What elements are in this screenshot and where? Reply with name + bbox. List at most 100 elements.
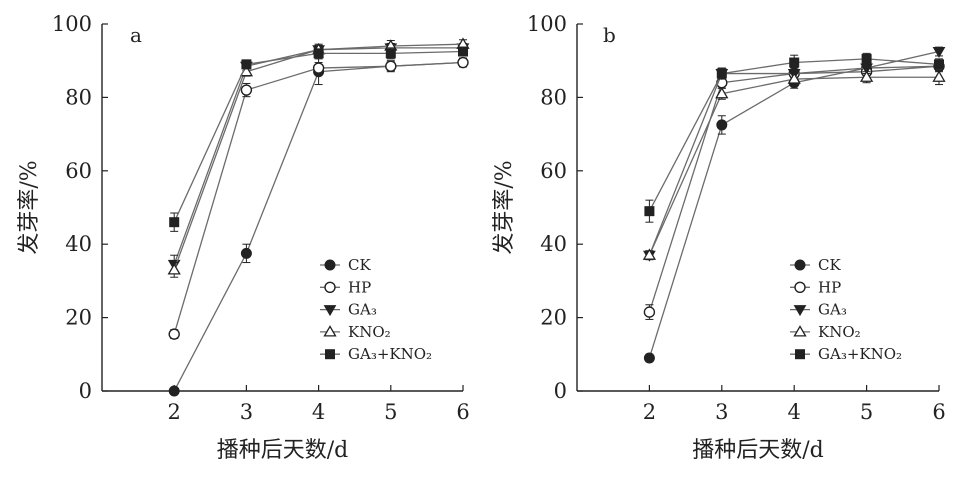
legend-marker-ck: [794, 259, 806, 271]
data-point-ck: [716, 119, 728, 131]
legend-entry-kno2: KNO₂: [790, 323, 861, 341]
legend-label: KNO₂: [348, 323, 391, 341]
panel-label: a: [130, 23, 142, 47]
y-axis-title: 发芽率/%: [492, 160, 517, 254]
data-point-kno2: [787, 72, 801, 84]
series-line-kno2: [648, 76, 939, 256]
x-tick-label: 6: [932, 400, 945, 424]
y-tick-label: 100: [52, 12, 92, 36]
x-axis-title: 播种后天数/d: [217, 438, 349, 463]
x-tick-label: 4: [312, 400, 325, 424]
legend-entry-kno2: KNO₂: [320, 323, 391, 341]
series-kno2: [642, 69, 946, 261]
data-point-ga3kno2: [458, 46, 468, 57]
legend-marker-ga3kno2: [795, 349, 805, 360]
legend-entry-hp: HP: [790, 278, 841, 296]
y-tick-label: 20: [540, 306, 567, 330]
data-point-ga3kno2: [169, 217, 180, 228]
data-point-kno2: [167, 263, 181, 275]
legend-marker-ga3: [323, 305, 337, 317]
series-ck: [643, 60, 945, 364]
x-tick-label: 5: [860, 400, 873, 424]
legend-label: GA₃+KNO₂: [818, 345, 902, 363]
legend-entry-ga3: GA₃: [320, 301, 377, 319]
series-ga3kno2: [169, 46, 468, 232]
data-point-hp: [457, 56, 469, 69]
legend-label: GA₃+KNO₂: [348, 345, 432, 363]
series-line-hp: [173, 61, 464, 335]
legend-label: HP: [348, 278, 371, 296]
data-point-ga3kno2: [385, 48, 396, 59]
y-tick-label: 100: [527, 12, 567, 36]
chart-panel-a: 0 20 40 60 80 100 2 3 4 5 6 a 播种后天数/d 发芽率/% CK HP GA₃ KNO…: [17, 12, 470, 463]
legend-marker-kno2: [323, 325, 337, 337]
data-point-hp: [643, 306, 656, 318]
data-point-ck: [168, 385, 180, 397]
data-point-kno2: [715, 86, 729, 99]
data-point-hp: [240, 84, 253, 96]
chart-panel-b: 0 20 40 60 80 100 2 3 4 5 6 b 播种后天数/d 发芽率/% CK HP GA₃ KNO…: [492, 12, 946, 463]
data-point-hp: [312, 62, 325, 74]
y-tick-label: 40: [65, 232, 92, 256]
legend-marker-ga3: [793, 305, 807, 317]
x-tick-label: 2: [643, 400, 656, 424]
data-point-kno2: [859, 70, 874, 82]
data-point-kno2: [932, 70, 946, 82]
legend-marker-ga3kno2: [325, 349, 335, 360]
y-tick-label: 80: [65, 85, 92, 109]
x-tick-label: 4: [788, 400, 801, 424]
legend-entry-hp: HP: [320, 278, 371, 296]
legend-entry-ga3: GA₃: [790, 301, 847, 319]
y-tick-label: 40: [540, 232, 567, 256]
data-point-ga3kno2: [313, 48, 324, 59]
series-line-ck: [173, 61, 464, 392]
legend-label: HP: [818, 278, 841, 296]
legend-entry-ck: CK: [790, 256, 841, 274]
data-point-ga3kno2: [861, 53, 872, 64]
data-point-ga3: [932, 47, 946, 59]
series-hp: [168, 56, 469, 340]
series-hp: [643, 60, 945, 320]
y-tick-label: 0: [554, 379, 567, 403]
legend: CK HP GA₃ KNO₂ GA₃+KNO₂: [790, 256, 902, 363]
x-tick-label: 2: [168, 400, 181, 424]
data-point-ga3kno2: [241, 59, 252, 70]
data-point-ga3kno2: [644, 206, 655, 217]
legend-marker-kno2: [793, 325, 807, 337]
y-tick-label: 60: [65, 159, 92, 183]
y-tick-label: 0: [79, 379, 92, 403]
legend: CK HP GA₃ KNO₂ GA₃+KNO₂: [320, 256, 432, 363]
series-ga3kno2: [644, 52, 944, 223]
y-tick-label: 20: [65, 306, 92, 330]
x-tick-label: 3: [240, 400, 253, 424]
data-point-ck: [643, 352, 655, 364]
legend-entry-ga3kno2: GA₃+KNO₂: [790, 345, 902, 363]
data-point-hp: [385, 60, 397, 72]
legend-marker-ck: [324, 259, 336, 271]
data-point-ga3kno2: [934, 59, 944, 70]
y-tick-label: 60: [540, 159, 567, 183]
series-line-hp: [648, 65, 940, 313]
x-axis-title: 播种后天数/d: [692, 438, 824, 463]
series-line-ck: [648, 65, 940, 359]
data-point-ga3kno2: [789, 57, 800, 68]
data-point-ck: [240, 247, 252, 259]
legend-label: CK: [818, 256, 841, 274]
data-point-kno2: [642, 248, 657, 260]
data-point-hp: [168, 328, 180, 340]
x-tick-label: 5: [384, 400, 397, 424]
panel-label: b: [603, 23, 616, 47]
legend-marker-hp: [324, 281, 336, 293]
x-tick-label: 3: [715, 400, 728, 424]
legend-label: CK: [348, 256, 371, 274]
legend-entry-ga3kno2: GA₃+KNO₂: [320, 345, 432, 363]
data-point-ga3kno2: [716, 68, 727, 79]
legend-marker-hp: [794, 281, 806, 293]
y-axis-title: 发芽率/%: [17, 160, 42, 254]
y-tick-label: 80: [540, 85, 567, 109]
legend-label: GA₃: [348, 301, 377, 319]
legend-entry-ck: CK: [320, 256, 371, 274]
legend-label: KNO₂: [818, 323, 861, 341]
